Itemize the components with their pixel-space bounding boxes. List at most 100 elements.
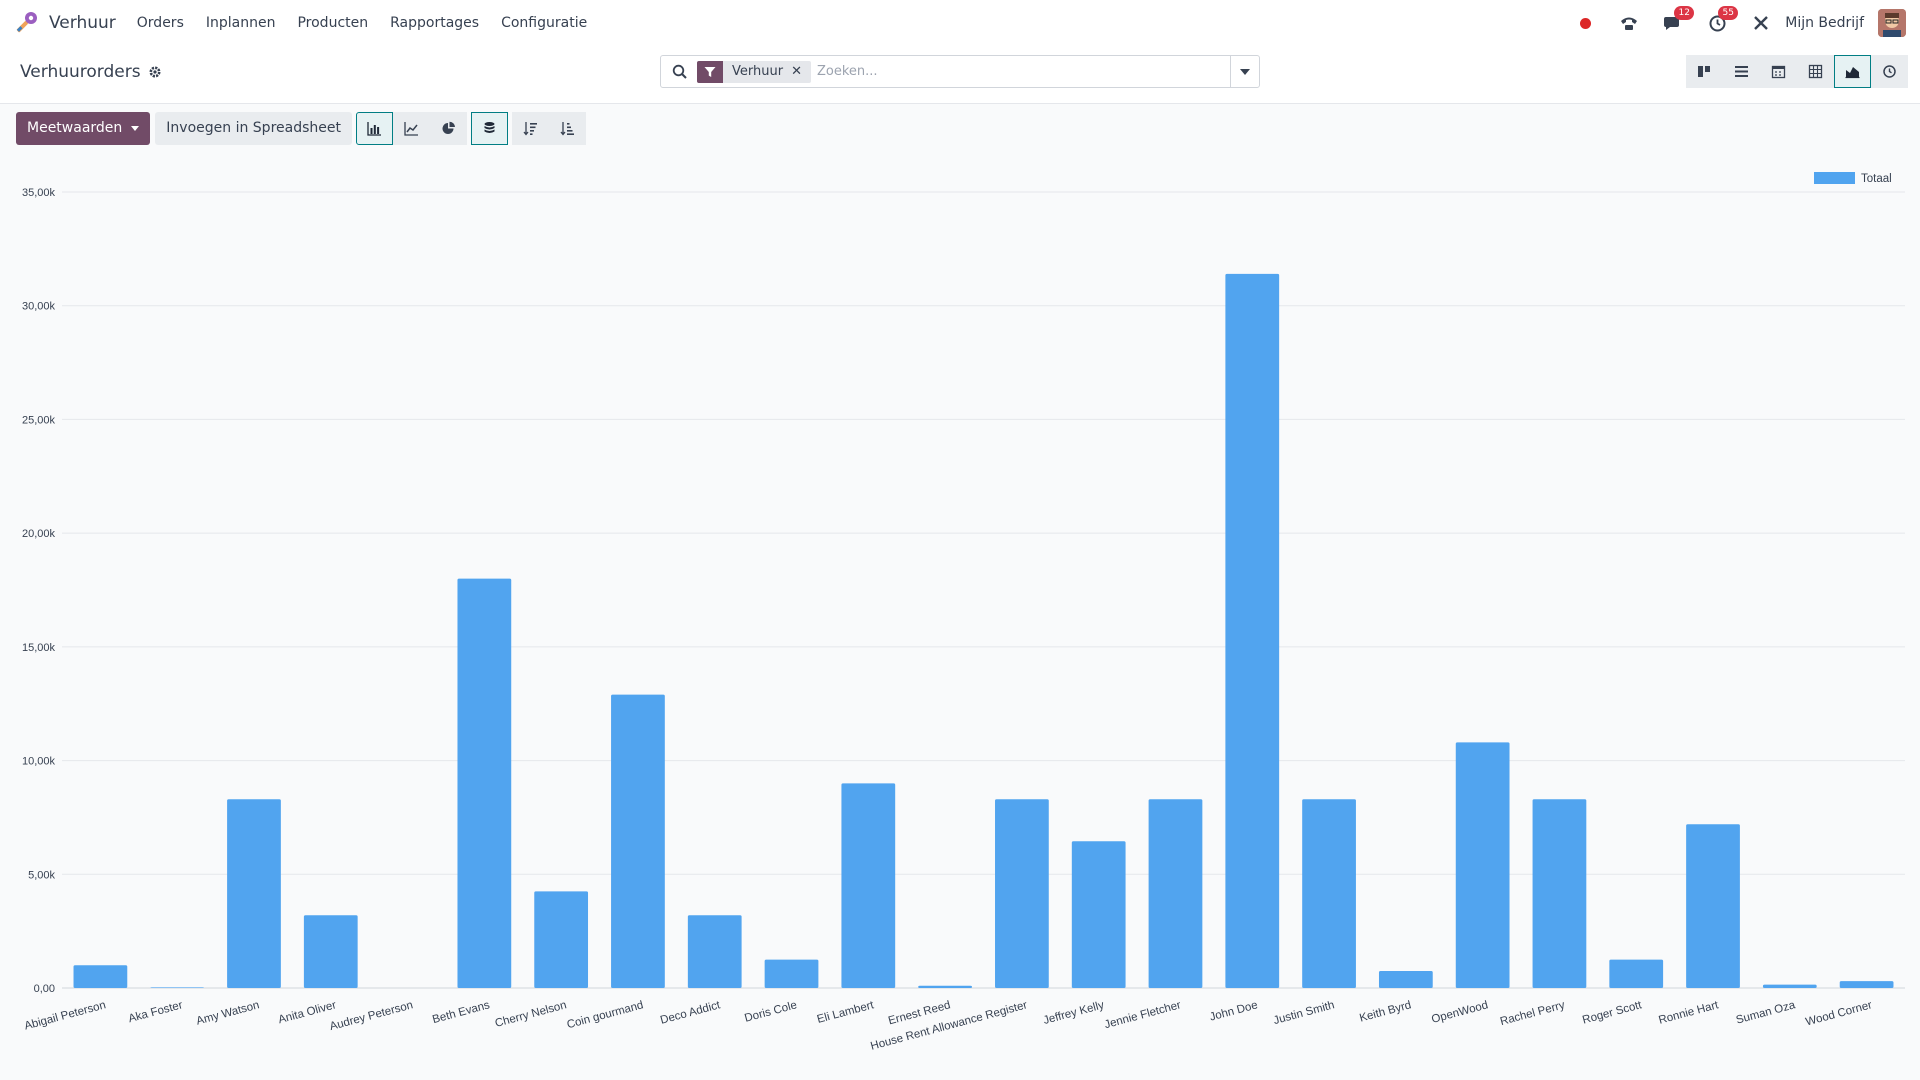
- y-tick-label: 10,00k: [22, 756, 56, 768]
- bar: [1609, 959, 1664, 988]
- menu-rapportages[interactable]: Rapportages: [390, 15, 480, 31]
- facet-remove-icon[interactable]: ✕: [791, 64, 802, 79]
- sort-asc-icon: [560, 121, 574, 136]
- tools-icon[interactable]: [1749, 11, 1773, 35]
- legend-swatch: [1814, 172, 1855, 184]
- view-calendar-button[interactable]: [1760, 55, 1797, 88]
- breadcrumb: Verhuurorders: [20, 62, 162, 82]
- kanban-icon: [1698, 66, 1710, 77]
- sort-descending-button[interactable]: [511, 111, 549, 145]
- bar: [457, 578, 512, 988]
- bar: [687, 915, 742, 988]
- y-tick-label: 25,00k: [22, 414, 56, 426]
- recording-icon[interactable]: [1573, 11, 1597, 35]
- x-tick-label: Jennie Fletcher: [1103, 999, 1182, 1031]
- chat-icon[interactable]: 12: [1661, 6, 1695, 35]
- menu-configuratie[interactable]: Configuratie: [501, 15, 588, 31]
- app-brand[interactable]: Verhuur: [14, 0, 116, 46]
- graph-view: 0,00 5,00k 10,00k 15,00k 20,00k 25,00k 30,00k 3…: [0, 150, 1920, 1080]
- bar: [841, 783, 896, 988]
- bar: [611, 694, 665, 988]
- search-icon[interactable]: [672, 64, 688, 80]
- y-tick-label: 20,00k: [22, 528, 56, 540]
- search-bar: Verhuur ✕: [660, 55, 1260, 88]
- facet-label: Verhuur: [732, 64, 784, 79]
- menu-orders[interactable]: Orders: [136, 15, 184, 31]
- x-tick-label: Wood Corner: [1804, 999, 1873, 1028]
- measures-dropdown-button[interactable]: Meetwaarden: [16, 111, 151, 145]
- line-chart-button[interactable]: [392, 111, 430, 145]
- graph-icon: [1845, 67, 1860, 79]
- bar: [1148, 799, 1203, 988]
- legend-label: Totaal: [1861, 173, 1892, 185]
- view-activity-button[interactable]: [1871, 55, 1908, 88]
- insert-spreadsheet-button[interactable]: Invoegen in Spreadsheet: [155, 111, 352, 145]
- caret-down-icon: [1240, 68, 1250, 75]
- x-tick-label: Keith Byrd: [1358, 999, 1412, 1024]
- bar: [1839, 981, 1894, 988]
- bar: [150, 987, 205, 988]
- bar: [1302, 799, 1356, 988]
- bar: [534, 891, 589, 988]
- y-tick-label: 35,00k: [22, 187, 56, 199]
- bar-chart-button[interactable]: [355, 111, 393, 145]
- search-facet: Verhuur ✕: [697, 60, 811, 83]
- x-tick-label: Rachel Perry: [1499, 999, 1567, 1028]
- x-tick-label: Eli Lambert: [816, 999, 876, 1026]
- phone-icon[interactable]: [1617, 11, 1641, 35]
- bar: [764, 959, 819, 988]
- view-list-button[interactable]: [1723, 55, 1760, 88]
- search-options-toggle[interactable]: [1230, 56, 1259, 87]
- filter-icon: [697, 60, 723, 83]
- bar: [1455, 742, 1510, 988]
- line-chart-icon: [404, 121, 418, 136]
- menu-producten[interactable]: Producten: [297, 15, 369, 31]
- x-tick-label: Aka Foster: [127, 999, 184, 1025]
- page-title: Verhuurorders: [20, 62, 141, 82]
- activity-icon: [1883, 65, 1896, 78]
- company-switcher[interactable]: Mijn Bedrijf: [1785, 15, 1864, 31]
- control-panel: Verhuurorders Verhuur ✕: [0, 46, 1920, 104]
- menu-inplannen[interactable]: Inplannen: [205, 15, 276, 31]
- x-tick-label: Abigail Peterson: [23, 999, 107, 1032]
- measures-label: Meetwaarden: [27, 120, 123, 136]
- bar: [1532, 799, 1587, 988]
- x-tick-label: Coin gourmand: [566, 999, 645, 1031]
- user-avatar[interactable]: [1878, 9, 1906, 37]
- sort-ascending-button[interactable]: [548, 111, 586, 145]
- search-input[interactable]: [816, 64, 1217, 79]
- bar: [995, 799, 1049, 988]
- bar: [1071, 841, 1126, 988]
- stacked-toggle-button[interactable]: [470, 111, 508, 145]
- main-menu: Orders Inplannen Producten Rapportages C…: [137, 15, 609, 31]
- bar: [1378, 970, 1433, 988]
- top-navbar: Verhuur Orders Inplannen Producten Rappo…: [0, 0, 1920, 46]
- x-tick-label: Cherry Nelson: [494, 999, 568, 1030]
- chat-badge: 12: [1674, 6, 1695, 20]
- x-tick-label: Jeffrey Kelly: [1042, 999, 1106, 1027]
- bar: [918, 985, 972, 988]
- x-tick-label: Roger Scott: [1581, 999, 1644, 1027]
- bar: [303, 915, 358, 988]
- pie-chart-button[interactable]: [429, 111, 467, 145]
- bar-chart: 0,00 5,00k 10,00k 15,00k 20,00k 25,00k 30,00k 3…: [22, 172, 1905, 1053]
- view-pivot-button[interactable]: [1797, 55, 1834, 88]
- bar: [1686, 824, 1740, 988]
- view-graph-button[interactable]: [1834, 55, 1871, 88]
- x-tick-label: John Doe: [1208, 999, 1259, 1023]
- x-tick-label: Doris Cole: [743, 999, 798, 1024]
- stacked-icon: [484, 121, 495, 133]
- view-kanban-button[interactable]: [1686, 55, 1723, 88]
- x-tick-label: Ronnie Hart: [1657, 999, 1720, 1027]
- insert-spreadsheet-label: Invoegen in Spreadsheet: [166, 120, 341, 136]
- x-tick-label: Beth Evans: [431, 999, 491, 1026]
- y-tick-label: 0,00: [34, 983, 55, 995]
- activity-clock-icon[interactable]: 55: [1705, 6, 1739, 35]
- bar: [1762, 984, 1817, 988]
- app-name: Verhuur: [49, 13, 116, 33]
- y-tick-label: 15,00k: [22, 642, 56, 654]
- caret-down-icon: [131, 125, 140, 131]
- gear-icon[interactable]: [148, 65, 162, 79]
- y-tick-label: 5,00k: [28, 869, 55, 881]
- x-tick-label: Justin Smith: [1272, 999, 1336, 1027]
